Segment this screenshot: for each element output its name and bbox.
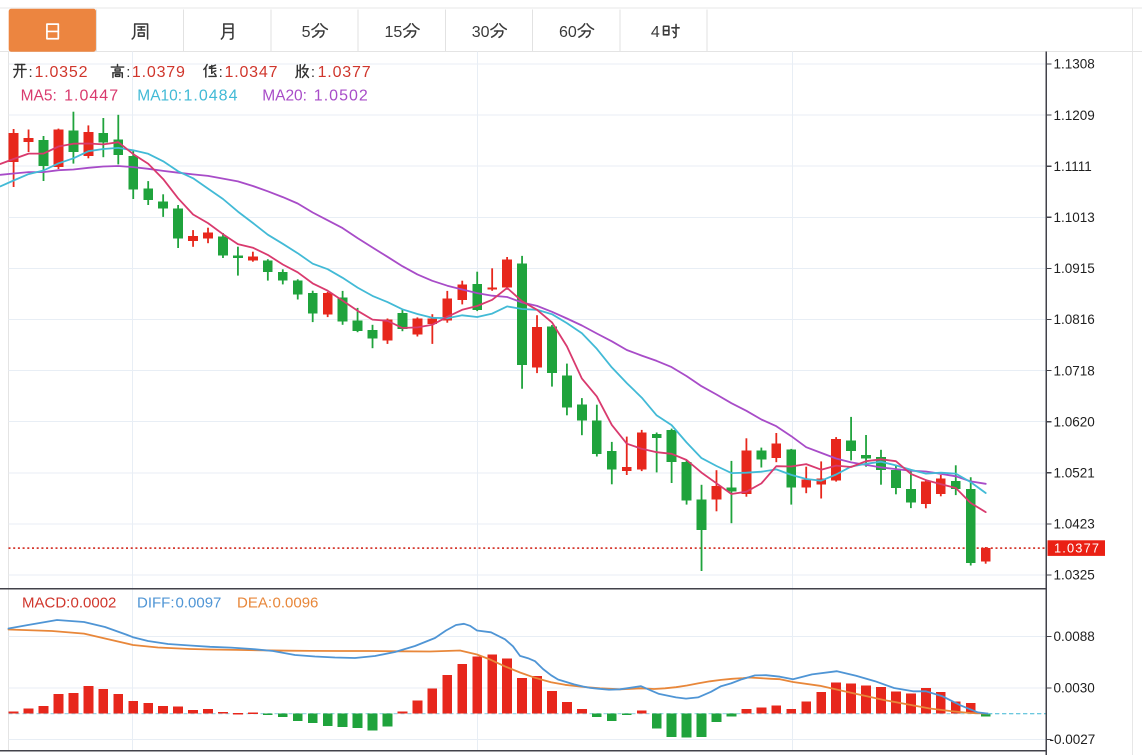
svg-text:1.0325: 1.0325 bbox=[1054, 568, 1095, 583]
svg-text::: : bbox=[29, 64, 33, 81]
svg-text:30: 30 bbox=[472, 24, 490, 41]
svg-text:MA20:: MA20: bbox=[262, 88, 307, 105]
svg-text::: : bbox=[126, 64, 130, 81]
svg-text:1.0352: 1.0352 bbox=[35, 64, 88, 81]
svg-text:1.0484: 1.0484 bbox=[184, 88, 238, 105]
svg-text:0.0097: 0.0097 bbox=[176, 595, 222, 612]
svg-text:1.0447: 1.0447 bbox=[64, 88, 118, 105]
svg-text:1.0502: 1.0502 bbox=[314, 88, 368, 105]
svg-text:1.0347: 1.0347 bbox=[225, 64, 278, 81]
svg-text:MA5:: MA5: bbox=[21, 88, 57, 105]
svg-text:1.0915: 1.0915 bbox=[1054, 261, 1095, 276]
svg-text:1.0521: 1.0521 bbox=[1054, 466, 1095, 481]
svg-text:4: 4 bbox=[651, 24, 660, 41]
svg-text:5: 5 bbox=[302, 24, 311, 41]
svg-text:1.0816: 1.0816 bbox=[1054, 312, 1095, 327]
svg-text::: : bbox=[219, 64, 223, 81]
svg-text:MACD:: MACD: bbox=[22, 595, 70, 612]
svg-text:60: 60 bbox=[559, 24, 577, 41]
svg-text:0.0088: 0.0088 bbox=[1054, 629, 1095, 644]
svg-text:1.1013: 1.1013 bbox=[1054, 210, 1095, 225]
svg-text:1.1308: 1.1308 bbox=[1054, 57, 1095, 72]
svg-text:0.0096: 0.0096 bbox=[273, 595, 319, 612]
svg-text:-0.0027: -0.0027 bbox=[1050, 732, 1096, 747]
svg-text:1.0620: 1.0620 bbox=[1054, 414, 1095, 429]
svg-text:MA10:: MA10: bbox=[137, 88, 182, 105]
svg-text:DIFF:: DIFF: bbox=[137, 595, 175, 612]
svg-text:1.1111: 1.1111 bbox=[1054, 159, 1092, 174]
svg-text:1.0423: 1.0423 bbox=[1054, 517, 1095, 532]
svg-text:1.1209: 1.1209 bbox=[1054, 108, 1095, 123]
svg-text:1.0377: 1.0377 bbox=[1054, 540, 1099, 555]
svg-text:1.0718: 1.0718 bbox=[1054, 363, 1095, 378]
svg-text:0.0002: 0.0002 bbox=[71, 595, 117, 612]
svg-text:1.0377: 1.0377 bbox=[318, 64, 371, 81]
svg-text:DEA:: DEA: bbox=[237, 595, 272, 612]
svg-text:1.0379: 1.0379 bbox=[132, 64, 185, 81]
svg-text:15: 15 bbox=[384, 24, 402, 41]
svg-text::: : bbox=[311, 64, 315, 81]
svg-text:0.0030: 0.0030 bbox=[1054, 681, 1095, 696]
